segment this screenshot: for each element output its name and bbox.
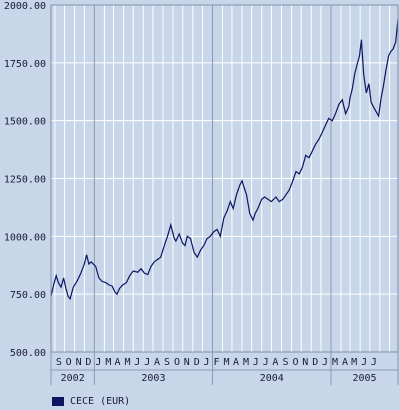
x-month-label: O [174, 357, 180, 368]
x-month-label: S [164, 357, 170, 368]
y-tick-label: 1500.00 [4, 117, 46, 128]
x-month-label: M [332, 357, 338, 368]
plot-frame [50, 4, 399, 353]
legend-label: CECE (EUR) [70, 395, 131, 407]
x-month-label: S [282, 357, 288, 368]
x-month-label: O [293, 357, 299, 368]
x-month-label: N [302, 357, 308, 368]
x-month-label: D [312, 357, 318, 368]
x-month-label: N [184, 357, 190, 368]
x-month-label: A [233, 357, 239, 368]
x-month-label: A [114, 357, 120, 368]
y-tick-label: 1750.00 [4, 59, 46, 70]
x-month-label: D [194, 357, 200, 368]
x-month-label: A [272, 357, 278, 368]
y-axis-labels: 500.00 750.00 1000.00 1250.00 1500.00 1750.00… [4, 1, 46, 359]
legend: CECE (EUR) [52, 394, 130, 408]
x-month-label: M [351, 357, 357, 368]
x-month-label: J [253, 357, 259, 368]
x-month-label: A [342, 357, 348, 368]
x-year-label: 2004 [260, 373, 284, 384]
series-line-cece [50, 18, 399, 301]
y-tick-label: 1250.00 [4, 175, 46, 186]
x-month-label: J [263, 357, 269, 368]
x-month-label: J [144, 357, 150, 368]
y-tick-label: 1000.00 [4, 232, 46, 243]
x-year-label: 2003 [141, 373, 165, 384]
x-month-label: A [154, 357, 160, 368]
x-month-label: J [134, 357, 140, 368]
legend-swatch [52, 396, 64, 406]
x-month-label: O [66, 357, 72, 368]
y-tick-label: 750.00 [10, 290, 46, 301]
gridlines [50, 5, 399, 385]
x-year-label: 2005 [352, 373, 376, 384]
x-month-label: M [224, 357, 230, 368]
x-month-label: J [95, 357, 101, 368]
x-month-label: N [76, 357, 82, 368]
y-tick-label: 2000.00 [4, 1, 46, 12]
x-month-label: F [214, 357, 220, 368]
x-month-label: M [243, 357, 249, 368]
x-year-label: 2002 [61, 373, 85, 384]
y-tick-label: 500.00 [10, 348, 46, 359]
x-month-label: M [105, 357, 111, 368]
x-month-label: M [125, 357, 131, 368]
x-month-label: J [361, 357, 367, 368]
x-month-label: D [85, 357, 91, 368]
x-month-label: S [56, 357, 62, 368]
x-month-label: J [203, 357, 209, 368]
x-month-label: J [322, 357, 328, 368]
x-month-label: J [371, 357, 377, 368]
